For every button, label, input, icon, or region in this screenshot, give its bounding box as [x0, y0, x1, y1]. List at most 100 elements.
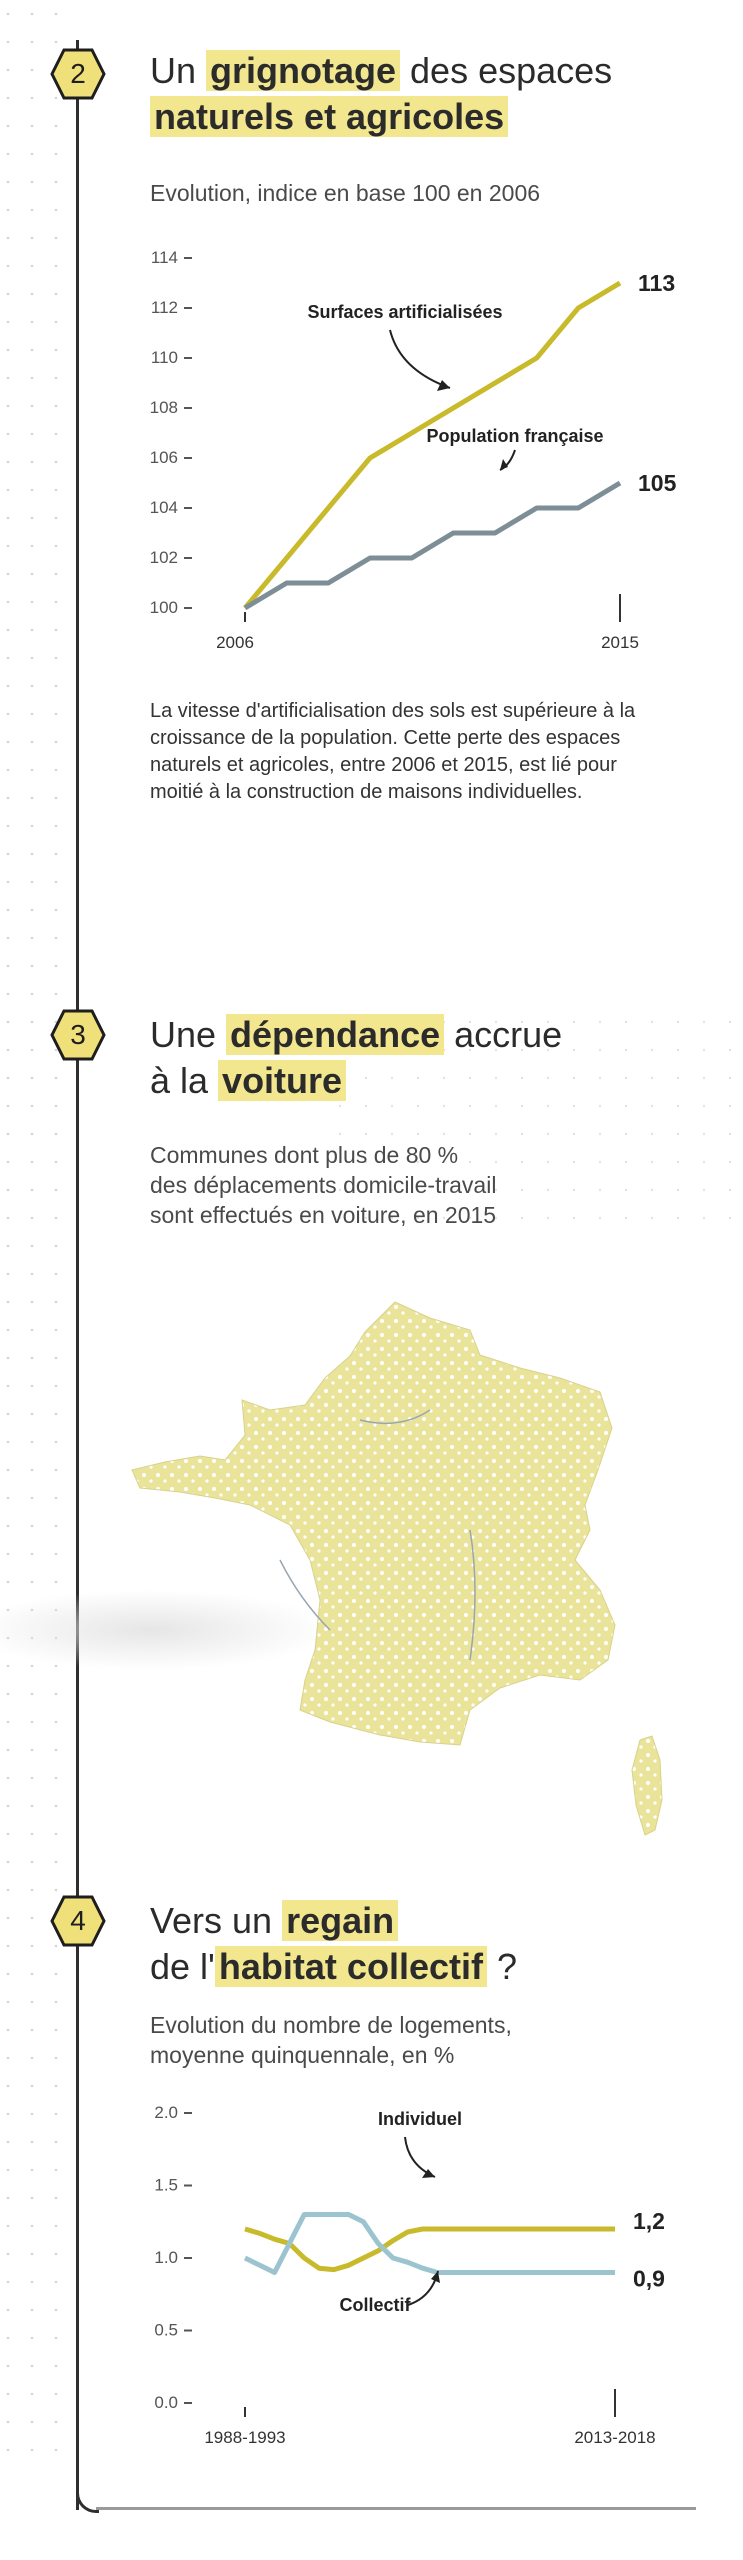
- bg-dot: [54, 1188, 58, 1192]
- bg-dot: [30, 2448, 34, 2452]
- bg-dot: [468, 1048, 472, 1052]
- y-tick-label: 114: [151, 248, 178, 267]
- timeline-line: [76, 40, 79, 2510]
- bg-dot: [546, 1020, 550, 1024]
- title-text: de l': [150, 1946, 215, 1987]
- bg-dot: [30, 40, 34, 44]
- bg-dot: [728, 1216, 732, 1220]
- bg-dot: [6, 1300, 10, 1304]
- bg-dot: [598, 1020, 602, 1024]
- bg-dot: [54, 180, 58, 184]
- series-line: [244, 2226, 615, 2273]
- bg-dot: [6, 1132, 10, 1136]
- subtitle-line: Evolution du nombre de logements,: [150, 2012, 512, 2038]
- bg-dot: [30, 2140, 34, 2144]
- bg-dot: [54, 2140, 58, 2144]
- bg-dot: [30, 1860, 34, 1864]
- bg-dot: [54, 1692, 58, 1696]
- bg-dot: [6, 68, 10, 72]
- bg-dot: [54, 1104, 58, 1108]
- bg-dot: [54, 684, 58, 688]
- bg-dot: [728, 1076, 732, 1080]
- bg-dot: [416, 1160, 420, 1164]
- bg-dot: [6, 2112, 10, 2116]
- bg-dot: [30, 1048, 34, 1052]
- bg-dot: [546, 1132, 550, 1136]
- series-line: [243, 280, 622, 610]
- bottom-rule: [96, 2507, 696, 2510]
- bg-dot: [6, 1104, 10, 1108]
- bg-dot: [30, 628, 34, 632]
- series-name-label: Surfaces artificialisées: [307, 302, 502, 322]
- bg-dot: [6, 320, 10, 324]
- bg-dot: [338, 1188, 342, 1192]
- bg-dot: [6, 2392, 10, 2396]
- bg-dot: [702, 1048, 706, 1052]
- bg-dot: [572, 1216, 576, 1220]
- bg-dot: [520, 1216, 524, 1220]
- bg-dot: [30, 1104, 34, 1108]
- bg-dot: [30, 348, 34, 352]
- bg-dot: [338, 1160, 342, 1164]
- section-description: La vitesse d'artificialisation des sols …: [150, 700, 636, 803]
- bg-dot: [30, 572, 34, 576]
- bg-dot: [6, 1188, 10, 1192]
- bg-dot: [54, 1944, 58, 1948]
- bg-dot: [30, 236, 34, 240]
- title-highlight: grignotage: [206, 50, 401, 91]
- bg-dot: [676, 1188, 680, 1192]
- bg-dot: [650, 1020, 654, 1024]
- bg-dot: [54, 152, 58, 156]
- bg-dot: [624, 1020, 628, 1024]
- bg-dot: [494, 1216, 498, 1220]
- bg-dot: [54, 1272, 58, 1276]
- arrow-head: [431, 2271, 440, 2283]
- bg-dot: [442, 1216, 446, 1220]
- bg-dot: [6, 488, 10, 492]
- bg-dot: [54, 236, 58, 240]
- bg-dot: [572, 1188, 576, 1192]
- bg-dot: [572, 1160, 576, 1164]
- bg-dot: [6, 964, 10, 968]
- bg-dot: [6, 96, 10, 100]
- bg-dot: [6, 1412, 10, 1416]
- bg-dot: [494, 1132, 498, 1136]
- title-text: Une: [150, 1014, 227, 1055]
- y-tick-label: 108: [150, 398, 178, 417]
- hexagon-icon: [50, 1895, 106, 1947]
- bg-dot: [546, 1104, 550, 1108]
- bg-dot: [6, 1720, 10, 1724]
- bg-dot: [30, 2084, 34, 2088]
- bg-dot: [6, 1524, 10, 1528]
- bg-dot: [702, 1076, 706, 1080]
- bg-dot: [54, 2224, 58, 2228]
- bg-dot: [54, 600, 58, 604]
- bg-dot: [30, 2252, 34, 2256]
- series-name-label: Individuel: [378, 2109, 462, 2129]
- hexagon-icon: [50, 48, 106, 100]
- bg-dot: [30, 12, 34, 16]
- bg-dot: [54, 1216, 58, 1220]
- bg-dot: [6, 1944, 10, 1948]
- bg-dot: [30, 2028, 34, 2032]
- bg-dot: [30, 1160, 34, 1164]
- section-number-badge: 3: [50, 1007, 106, 1063]
- bg-dot: [54, 376, 58, 380]
- bg-dot: [6, 2000, 10, 2004]
- bg-dot: [30, 2308, 34, 2312]
- bg-dot: [6, 348, 10, 352]
- title-text: ?: [486, 1946, 517, 1987]
- annotation-arrow: [407, 2270, 439, 2306]
- bg-dot: [30, 2056, 34, 2060]
- title-highlight: voiture: [218, 1060, 347, 1101]
- bg-dot: [30, 1440, 34, 1444]
- bg-dot: [6, 2056, 10, 2060]
- bg-dot: [598, 1104, 602, 1108]
- title-highlight: habitat collectif: [214, 1946, 487, 1987]
- bg-dot: [30, 2364, 34, 2368]
- bg-dot: [6, 2280, 10, 2284]
- bg-dot: [54, 572, 58, 576]
- bg-dot: [30, 2168, 34, 2172]
- bg-dot: [30, 880, 34, 884]
- bg-dot: [30, 1188, 34, 1192]
